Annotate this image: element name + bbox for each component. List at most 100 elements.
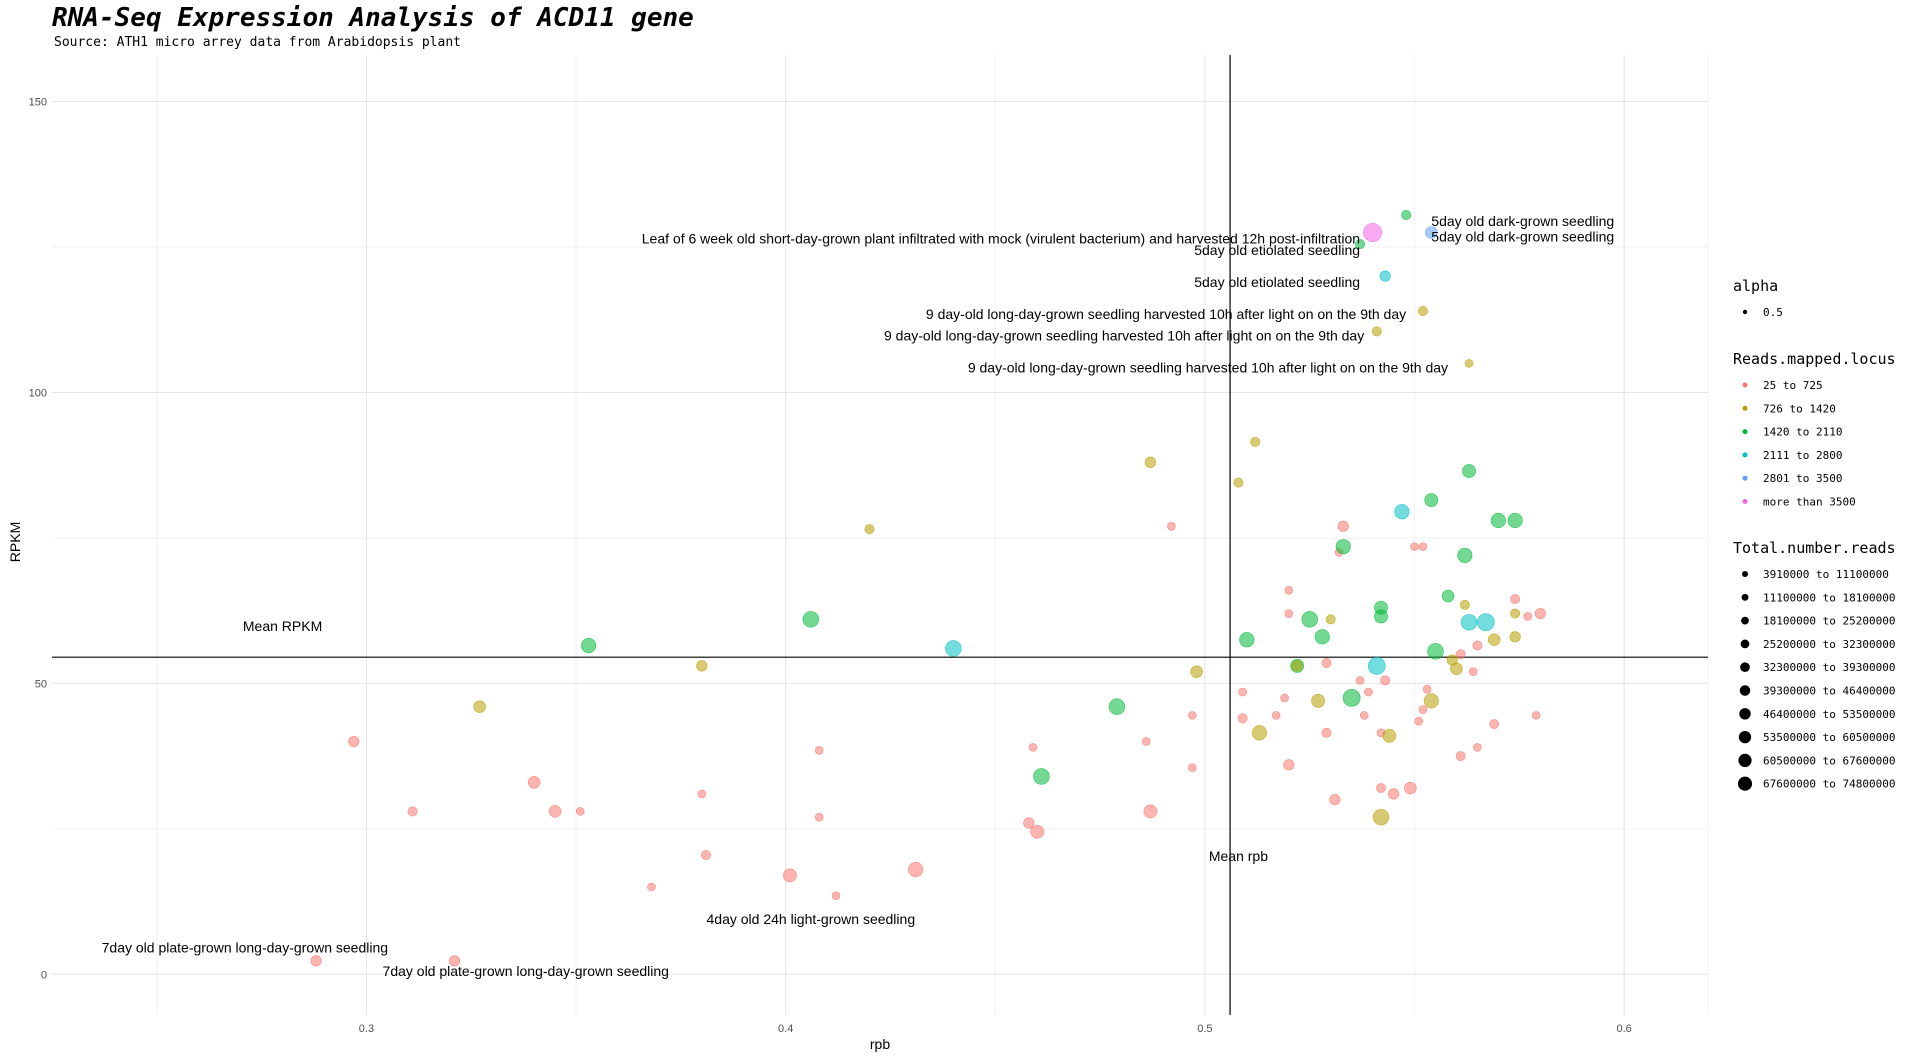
legend-color-label: 25 to 725 bbox=[1763, 379, 1823, 392]
data-point bbox=[581, 637, 597, 654]
data-point bbox=[1311, 693, 1326, 708]
data-point bbox=[1380, 675, 1391, 686]
legend-alpha-label: 0.5 bbox=[1763, 306, 1783, 319]
data-point bbox=[310, 955, 322, 967]
point-label: 4day old 24h light-grown seedling bbox=[707, 911, 916, 927]
reference-line-label: Mean rpb bbox=[1209, 848, 1268, 864]
point-label: 7day old plate-grown long-day-grown seed… bbox=[102, 940, 388, 956]
data-point bbox=[1374, 609, 1388, 624]
x-axis-title: rpb bbox=[870, 1036, 890, 1052]
data-point bbox=[1464, 359, 1474, 368]
data-point bbox=[1455, 649, 1466, 660]
data-point bbox=[1459, 599, 1470, 610]
data-point bbox=[1468, 667, 1478, 677]
data-point bbox=[1342, 689, 1361, 707]
data-point bbox=[1455, 751, 1466, 762]
legend-size-key bbox=[1739, 685, 1751, 696]
legend-size-key bbox=[1738, 753, 1752, 768]
y-axis-title: RPKM bbox=[7, 522, 23, 562]
legend-size-key bbox=[1741, 616, 1749, 625]
y-tick-label: 50 bbox=[35, 678, 47, 690]
data-point bbox=[1030, 824, 1045, 839]
data-point bbox=[1280, 693, 1289, 703]
x-tick-label: 0.6 bbox=[1617, 1023, 1632, 1035]
legend-size-label: 39300000 to 46400000 bbox=[1763, 685, 1895, 698]
legend-size-label: 46400000 to 53500000 bbox=[1763, 708, 1895, 721]
y-tick-label: 100 bbox=[29, 387, 47, 399]
data-point bbox=[1314, 629, 1330, 645]
data-point bbox=[945, 640, 962, 657]
data-point bbox=[1033, 768, 1050, 785]
legend-size-key bbox=[1741, 593, 1749, 601]
legend-color-key bbox=[1742, 452, 1748, 458]
data-point bbox=[1144, 456, 1157, 468]
data-point bbox=[473, 700, 486, 713]
data-point bbox=[1418, 542, 1428, 551]
data-point bbox=[1379, 270, 1391, 282]
data-point bbox=[1028, 743, 1038, 752]
legend: alpha 0.5 Reads.mapped.locus 25 to 725 726 t… bbox=[1733, 277, 1896, 791]
reference-lines: Mean RPKM Mean rpb bbox=[52, 55, 1708, 1015]
y-tick-label: 0 bbox=[41, 969, 47, 981]
data-point bbox=[1487, 633, 1501, 646]
legend-color-label: more than 3500 bbox=[1763, 496, 1856, 509]
legend-size-label: 3910000 to 11100000 bbox=[1763, 568, 1889, 581]
data-point bbox=[1359, 711, 1369, 720]
data-point bbox=[647, 882, 656, 892]
legend-color-label: 1420 to 2110 bbox=[1763, 426, 1842, 439]
data-point bbox=[1387, 788, 1400, 800]
data-point bbox=[1325, 614, 1336, 625]
x-tick-label: 0.4 bbox=[778, 1023, 793, 1035]
legend-size-label: 60500000 to 67600000 bbox=[1763, 754, 1895, 767]
data-point bbox=[1401, 210, 1412, 220]
data-point bbox=[1423, 693, 1439, 709]
point-label: 5day old dark-grown seedling bbox=[1431, 229, 1614, 245]
data-point bbox=[1531, 711, 1541, 720]
data-point bbox=[1424, 493, 1439, 507]
legend-color-title: Reads.mapped.locus bbox=[1733, 350, 1896, 368]
data-point bbox=[1337, 520, 1349, 532]
data-point bbox=[1422, 684, 1432, 694]
plot-grid bbox=[52, 55, 1709, 1015]
point-label: 5day old dark-grown seedling bbox=[1431, 213, 1614, 229]
data-point bbox=[1510, 608, 1521, 619]
data-point bbox=[407, 806, 418, 817]
data-point bbox=[1414, 716, 1424, 726]
data-point bbox=[1143, 804, 1158, 819]
point-label: 7day old plate-grown long-day-grown seed… bbox=[383, 963, 669, 979]
data-point bbox=[864, 524, 875, 535]
data-point bbox=[1425, 226, 1438, 239]
data-point bbox=[1523, 612, 1533, 621]
data-point bbox=[1023, 817, 1035, 829]
legend-size-label: 53500000 to 60500000 bbox=[1763, 731, 1895, 744]
data-point bbox=[1291, 660, 1303, 672]
data-point bbox=[1250, 436, 1261, 447]
data-point bbox=[1404, 781, 1417, 795]
data-point bbox=[1190, 665, 1203, 678]
legend-size-label: 11100000 to 18100000 bbox=[1763, 591, 1895, 604]
legend-size-label: 32300000 to 39300000 bbox=[1763, 661, 1895, 674]
data-point bbox=[1394, 504, 1410, 520]
legend-size-title: Total.number.reads bbox=[1733, 539, 1896, 557]
data-point bbox=[1321, 727, 1332, 738]
data-point bbox=[1417, 306, 1428, 316]
legend-size-key bbox=[1739, 708, 1751, 720]
point-label: 5day old etiolated seedling bbox=[1194, 274, 1360, 290]
data-point bbox=[1507, 512, 1523, 529]
data-point bbox=[814, 745, 824, 755]
chart-subtitle: Source: ATH1 micro arrey data from Arabi… bbox=[54, 35, 461, 50]
data-points bbox=[310, 210, 1546, 967]
data-point bbox=[575, 807, 585, 816]
data-point bbox=[1476, 613, 1495, 632]
data-point bbox=[1188, 711, 1197, 720]
data-point bbox=[1237, 713, 1248, 724]
data-point bbox=[701, 850, 711, 860]
legend-size-key bbox=[1738, 730, 1752, 744]
data-point bbox=[1410, 542, 1419, 551]
data-point bbox=[1490, 512, 1506, 529]
legend-size-key bbox=[1742, 571, 1748, 577]
data-point bbox=[1239, 632, 1255, 648]
data-point bbox=[1167, 521, 1176, 531]
